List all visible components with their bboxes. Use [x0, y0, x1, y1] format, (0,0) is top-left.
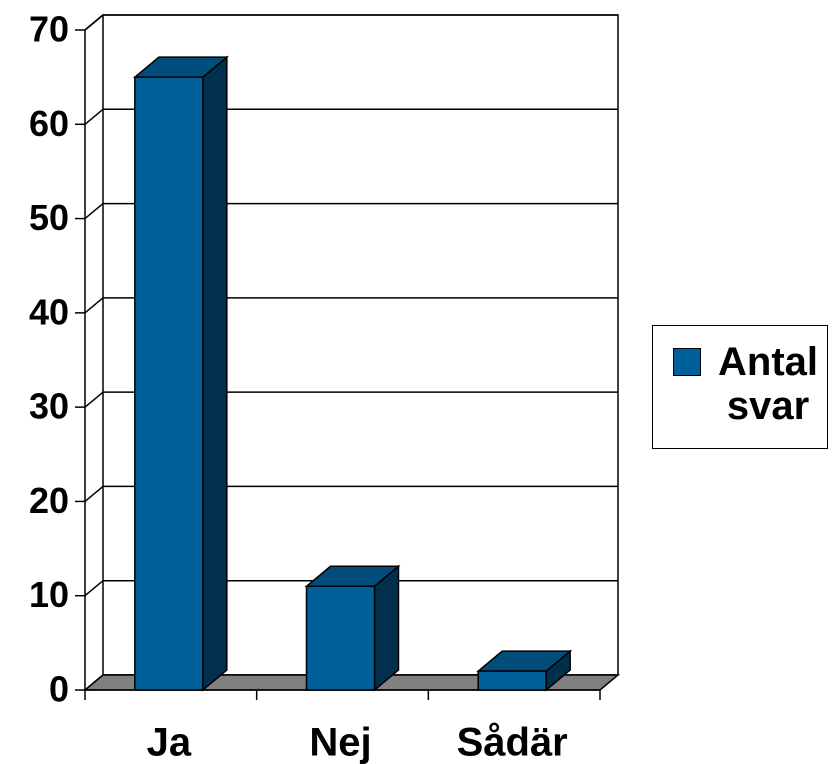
y-tick-label: 0	[49, 669, 69, 710]
y-tick-label: 30	[29, 386, 69, 427]
x-tick-label: Nej	[309, 721, 371, 764]
x-tick-label: Sådär	[457, 721, 568, 764]
x-tick-label: Ja	[147, 721, 192, 764]
side-grid-line	[84, 391, 104, 408]
bar	[477, 670, 547, 691]
bar-side	[202, 55, 228, 692]
y-tick-label: 10	[29, 574, 69, 615]
bar-side	[373, 564, 400, 692]
side-grid-line	[84, 485, 104, 503]
y-tick-label: 50	[29, 197, 69, 238]
side-grid-line	[84, 108, 104, 125]
legend-label: Antal svar	[718, 340, 818, 428]
y-tick-label: 70	[29, 9, 69, 50]
bar	[134, 76, 204, 691]
bar	[305, 585, 376, 691]
y-tick-label: 20	[29, 480, 69, 521]
legend-swatch	[673, 348, 701, 376]
side-grid-line	[84, 14, 104, 31]
side-grid-line	[84, 202, 104, 220]
legend: Antal svar	[652, 325, 828, 449]
side-grid-line	[84, 580, 104, 597]
y-tick-label: 60	[29, 103, 69, 144]
y-tick-label: 40	[29, 291, 69, 332]
side-grid-line	[84, 297, 104, 314]
